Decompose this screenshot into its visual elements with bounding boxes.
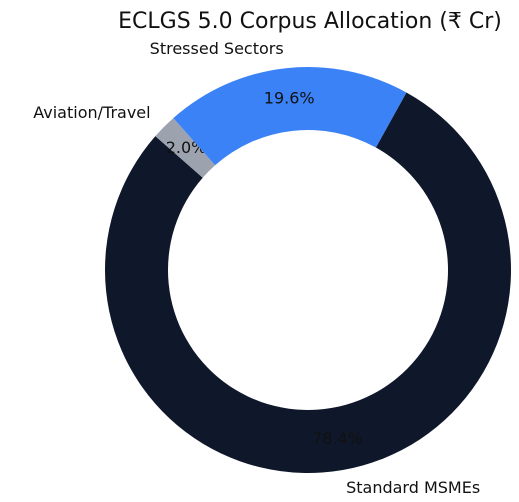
category-label: Aviation/Travel [33,103,150,122]
category-label: Standard MSMEs [346,478,480,497]
donut-segment [104,92,511,473]
donut-segment [173,67,407,166]
value-label: 19.6% [264,89,315,108]
donut-segment [155,118,216,178]
chart-title: ECLGS 5.0 Corpus Allocation (₹ Cr) [118,9,502,34]
value-label: 78.4% [312,429,363,448]
category-label: Stressed Sectors [150,39,284,58]
